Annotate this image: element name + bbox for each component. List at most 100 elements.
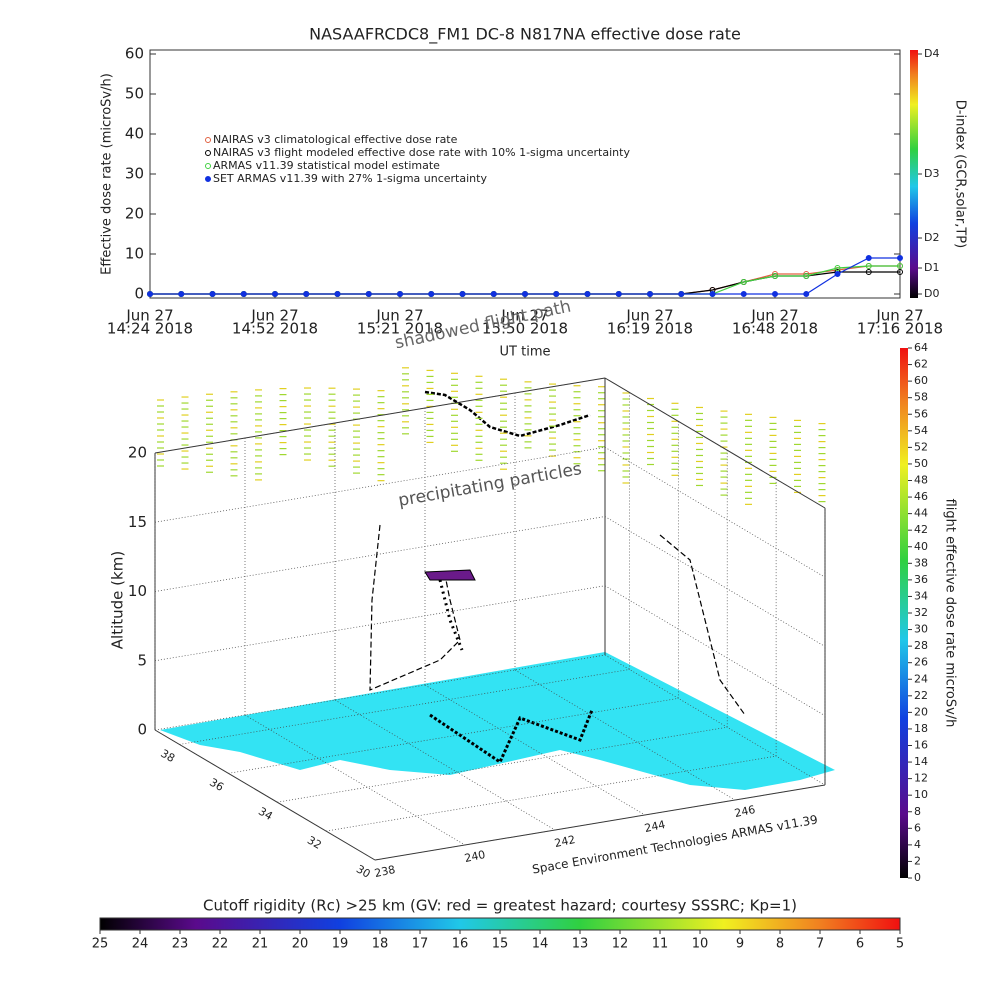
grid-line bbox=[604, 654, 826, 786]
grid-line bbox=[244, 714, 466, 846]
x-tick-label: 15:50 2018 bbox=[482, 320, 568, 338]
legend-label: SET ARMAS v11.39 with 27% 1-sigma uncert… bbox=[213, 172, 487, 185]
x-tick-label: 14:52 2018 bbox=[232, 320, 318, 338]
colorbar-tick-label: 15 bbox=[492, 937, 509, 952]
data-point bbox=[678, 291, 685, 297]
colorbar-tick-label: 19 bbox=[332, 937, 349, 952]
z-tick-label: 20 bbox=[128, 444, 147, 462]
ground-map bbox=[160, 652, 835, 790]
legend-marker bbox=[205, 163, 211, 169]
colorbar-tick-label: 4 bbox=[914, 838, 921, 851]
colorbar-tick-label: 10 bbox=[692, 937, 709, 952]
data-point bbox=[553, 291, 560, 297]
colorbar-tick-label: 18 bbox=[914, 722, 928, 735]
colorbar-tick-label: 58 bbox=[914, 391, 928, 404]
y-tick-label: 10 bbox=[125, 245, 144, 263]
flight-path bbox=[369, 524, 461, 691]
colorbar-tick-label: 24 bbox=[132, 937, 149, 952]
colorbar-tick-label: 13 bbox=[572, 937, 589, 952]
colorbar-tick-label: 28 bbox=[914, 639, 928, 652]
colorbar-tick-label: 64 bbox=[914, 341, 928, 354]
grid-line bbox=[228, 697, 679, 774]
data-point bbox=[647, 291, 653, 297]
particle-field bbox=[157, 367, 826, 505]
data-point bbox=[240, 291, 247, 297]
data-point bbox=[865, 269, 872, 275]
flight-path bbox=[438, 579, 464, 651]
x-tick-label: 15:21 2018 bbox=[357, 320, 443, 338]
chart-title: NASAAFRCDC8_FM1 DC-8 N817NA effective do… bbox=[309, 25, 741, 45]
colorbar-tick-label: 42 bbox=[914, 523, 928, 536]
colorbar-tick-label: 12 bbox=[914, 772, 928, 785]
dose-colorbar bbox=[900, 348, 908, 878]
d-index-colorbar bbox=[910, 50, 918, 298]
legend-marker bbox=[205, 150, 211, 156]
colorbar-tick-label: 6 bbox=[914, 821, 921, 834]
data-point bbox=[209, 291, 216, 297]
data-point bbox=[428, 291, 435, 297]
lon-tick-label: 244 bbox=[643, 818, 666, 835]
colorbar-tick-label: 8 bbox=[776, 937, 784, 952]
y-tick-label: 0 bbox=[134, 285, 144, 303]
grid-line bbox=[424, 684, 646, 816]
grid-line bbox=[326, 755, 777, 832]
x-tick-date: Jun 27 bbox=[875, 307, 923, 325]
data-point bbox=[397, 291, 403, 297]
colorbar-label: flight effective dose rate microSv/h bbox=[943, 499, 958, 728]
colorbar-tick-label: 10 bbox=[914, 788, 928, 801]
data-point bbox=[897, 263, 903, 269]
grid-line bbox=[154, 446, 606, 523]
colorbar-tick-label: 18 bbox=[372, 937, 389, 952]
colorbar-tick-label: 2 bbox=[914, 854, 921, 867]
data-point bbox=[459, 291, 466, 297]
colorbar-tick-label: 34 bbox=[914, 589, 928, 602]
legend-label: NAIRAS v3 climatological effective dose … bbox=[213, 133, 458, 146]
z-tick-label: 15 bbox=[128, 513, 147, 531]
lat-tick-label: 30 bbox=[354, 862, 373, 880]
grid-line bbox=[154, 585, 606, 662]
flight-ground-track bbox=[429, 709, 594, 765]
colorbar-tick-label: 44 bbox=[914, 507, 928, 520]
colorbar bbox=[99, 917, 901, 931]
rigidity-colorbar: Cutoff rigidity (Rc) >25 km (GV: red = g… bbox=[92, 897, 904, 952]
y-axis-label: Effective dose rate (microSv/h) bbox=[100, 73, 115, 275]
colorbar-tick-label: 54 bbox=[914, 424, 928, 437]
colorbar-tick-label: 38 bbox=[914, 556, 928, 569]
grid-line bbox=[604, 446, 826, 578]
colorbar-tick-label: 24 bbox=[914, 672, 928, 685]
x-tick-date: Jun 27 bbox=[375, 307, 423, 325]
colorbar-tick-label: D2 bbox=[924, 231, 939, 244]
colorbar-tick-label: D0 bbox=[924, 287, 939, 300]
grid-line bbox=[374, 784, 826, 861]
data-point bbox=[897, 255, 903, 261]
x-tick-label: 16:19 2018 bbox=[607, 320, 693, 338]
colorbar-tick-label: 30 bbox=[914, 623, 928, 636]
data-point bbox=[803, 291, 810, 297]
grid-line bbox=[604, 585, 826, 717]
colorbar-tick-label: 6 bbox=[856, 937, 864, 952]
data-point bbox=[334, 291, 341, 297]
colorbar-tick-label: 14 bbox=[532, 937, 549, 952]
series-line bbox=[150, 265, 900, 295]
colorbar-tick-label: 20 bbox=[292, 937, 309, 952]
colorbar-tick-label: D4 bbox=[924, 47, 939, 60]
annotation: precipitating particles bbox=[397, 459, 584, 511]
colorbar-tick-label: 8 bbox=[914, 805, 921, 818]
grid-line bbox=[154, 729, 376, 861]
colorbar-tick-label: 9 bbox=[736, 937, 744, 952]
y-tick-label: 50 bbox=[125, 85, 144, 103]
data-point bbox=[834, 271, 841, 277]
legend-marker bbox=[205, 137, 211, 143]
colorbar-tick-label: 36 bbox=[914, 573, 928, 586]
colorbar-tick-label: 14 bbox=[914, 755, 928, 768]
grid-line bbox=[277, 726, 728, 803]
colorbar-tick-label: 16 bbox=[914, 739, 928, 752]
colorbar-tick-label: 40 bbox=[914, 540, 928, 553]
colorbar-tick-label: 50 bbox=[914, 457, 928, 470]
colorbar-tick-label: 11 bbox=[652, 937, 669, 952]
lon-tick-label: 240 bbox=[463, 848, 486, 865]
colorbar-tick-label: 17 bbox=[412, 937, 429, 952]
colorbar-tick-label: 12 bbox=[612, 937, 629, 952]
colorbar-tick-label: 16 bbox=[452, 937, 469, 952]
x-tick-date: Jun 27 bbox=[125, 307, 173, 325]
